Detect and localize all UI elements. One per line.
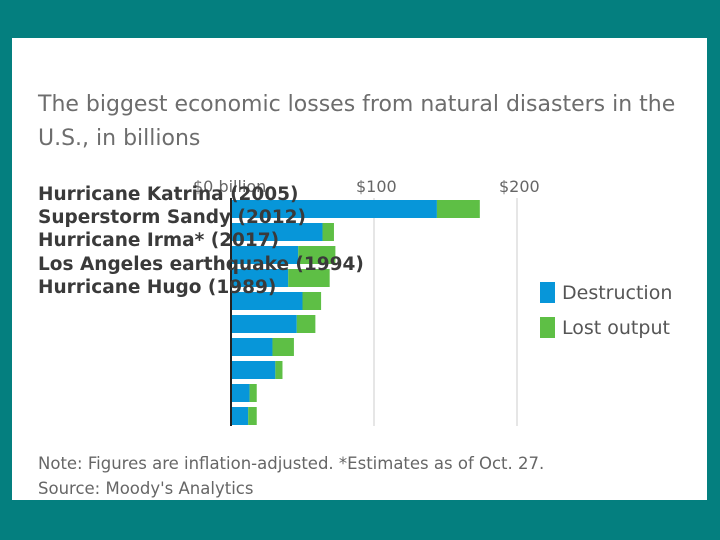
category-label: Hurricane Irma* (2017) bbox=[38, 230, 280, 252]
bar-lost-output bbox=[436, 200, 480, 218]
bar-destruction bbox=[231, 361, 276, 379]
bar-lost-output bbox=[272, 338, 294, 356]
x-tick-label: $200 bbox=[499, 177, 540, 196]
legend-swatch-destruction bbox=[540, 282, 555, 303]
category-label: Los Angeles earthquake (1994) bbox=[38, 253, 364, 275]
chart-title: The biggest economic losses from natural… bbox=[38, 92, 676, 151]
bar-destruction bbox=[231, 200, 437, 218]
chart-card bbox=[12, 38, 707, 500]
category-label: Hurricane Katrina (2005) bbox=[38, 184, 299, 205]
bar-lost-output bbox=[288, 269, 330, 287]
bar-destruction bbox=[231, 269, 289, 287]
legend-label-lost-output: Lost output bbox=[562, 317, 670, 339]
bar-lost-output bbox=[275, 361, 283, 379]
source-text: Source: Moody's Analytics bbox=[38, 479, 254, 498]
bar-destruction bbox=[231, 223, 323, 241]
bar-destruction bbox=[231, 384, 250, 402]
legend: Destruction Lost output bbox=[540, 282, 672, 339]
legend-label-destruction: Destruction bbox=[562, 282, 672, 304]
note-text: Note: Figures are inflation-adjusted. *E… bbox=[38, 454, 545, 473]
legend-swatch-lost-output bbox=[540, 317, 555, 338]
x-tick-label: $100 bbox=[356, 177, 397, 196]
bar-destruction bbox=[231, 246, 299, 264]
chart-footnote: Note: Figures are inflation-adjusted. *E… bbox=[38, 451, 544, 501]
bar-lost-output bbox=[296, 315, 316, 333]
bar-destruction bbox=[231, 315, 297, 333]
category-labels: Hurricane Katrina (2005) Superstorm Sand… bbox=[38, 183, 364, 299]
bar-lost-output bbox=[248, 407, 257, 425]
x-tick-label: $0 billion bbox=[193, 177, 266, 196]
category-label: Hurricane Hugo (1989) bbox=[38, 276, 277, 298]
category-label: Superstorm Sandy (2012) bbox=[38, 207, 306, 229]
bar-lost-output bbox=[322, 223, 334, 241]
bar-lost-output bbox=[298, 246, 336, 264]
bar-lost-output bbox=[302, 292, 322, 310]
bar-destruction bbox=[231, 292, 303, 310]
bar-lost-output bbox=[249, 384, 257, 402]
bar-destruction bbox=[231, 407, 249, 425]
bar-destruction bbox=[231, 338, 273, 356]
